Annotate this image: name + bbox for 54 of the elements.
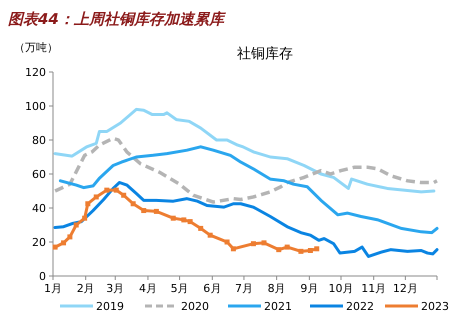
- y-tick-label: 120: [25, 66, 46, 79]
- y-tick-label: 80: [32, 134, 46, 147]
- x-tick-label: 9月: [300, 282, 318, 295]
- point: [250, 241, 256, 246]
- y-tick-label: 40: [32, 202, 46, 215]
- point: [181, 217, 186, 222]
- legend-label: 2023: [421, 300, 449, 313]
- x-tick-label: 10月: [328, 282, 354, 295]
- point: [114, 188, 119, 193]
- point: [82, 216, 88, 221]
- point: [198, 226, 204, 231]
- point: [170, 216, 176, 221]
- legend-label: 2019: [96, 300, 124, 313]
- x-tick-label: 4月: [138, 282, 157, 295]
- y-tick-label: 60: [32, 168, 46, 181]
- point: [52, 244, 58, 250]
- point: [141, 208, 146, 214]
- y-axis-title: （万吨）: [14, 41, 58, 54]
- point: [85, 201, 90, 206]
- x-tick-label: 1月: [44, 282, 62, 295]
- point: [261, 240, 266, 246]
- x-tick-label: 6月: [203, 282, 222, 295]
- point: [154, 208, 159, 214]
- point: [188, 219, 193, 224]
- point: [224, 240, 230, 244]
- point: [230, 246, 236, 252]
- x-tick-label: 5月: [170, 282, 189, 295]
- y-tick-label: 20: [32, 236, 46, 249]
- x-tick-label: 7月: [234, 282, 253, 295]
- point: [74, 222, 79, 228]
- point: [61, 240, 66, 246]
- y-tick-label: 100: [25, 100, 46, 113]
- point: [284, 244, 290, 250]
- x-tick-label: 2月: [76, 282, 95, 295]
- point: [298, 248, 304, 254]
- legend-label: 2022: [346, 300, 374, 313]
- chart-title: 图表44：上周社铜库存加速累库: [8, 10, 226, 28]
- point: [121, 192, 126, 198]
- point: [208, 232, 213, 238]
- chart-subtitle: 社铜库存: [237, 46, 293, 62]
- point: [276, 247, 282, 252]
- point: [130, 201, 136, 206]
- x-tick-label: 8月: [268, 282, 286, 295]
- point: [94, 194, 99, 200]
- point: [314, 246, 320, 252]
- x-tick-label: 3月: [106, 282, 124, 295]
- point: [67, 234, 72, 240]
- x-tick-label: 12月: [392, 282, 418, 295]
- legend-label: 2021: [264, 300, 292, 313]
- y-tick-label: 0: [39, 270, 46, 283]
- point: [104, 188, 110, 193]
- x-tick-label: 11月: [361, 282, 386, 295]
- legend-label: 2020: [181, 300, 209, 313]
- point: [308, 248, 313, 253]
